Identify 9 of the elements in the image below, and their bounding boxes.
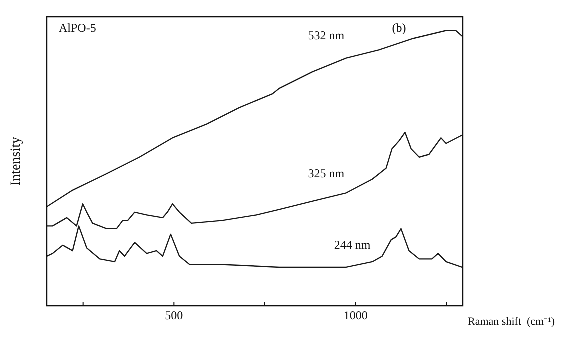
series-label: 532 nm	[308, 28, 346, 42]
x-axis-title: Raman shift (cm⁻¹)	[468, 316, 556, 328]
y-axis-title: Intensity	[9, 137, 24, 186]
series-label: 244 nm	[334, 238, 372, 252]
x-tick-label: 500	[165, 308, 184, 322]
annotation: (b)	[392, 21, 406, 36]
annotation: AlPO-5	[59, 21, 96, 36]
x-tick-label: 1000	[344, 308, 368, 322]
series-label: 325 nm	[308, 166, 346, 180]
